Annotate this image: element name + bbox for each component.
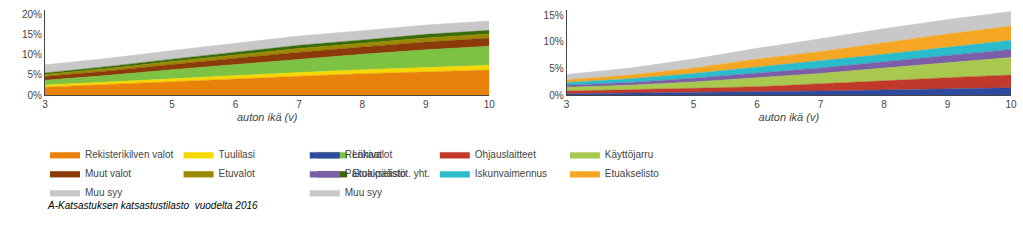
svg-text:15%: 15%	[544, 10, 564, 21]
svg-text:10%: 10%	[22, 49, 42, 60]
svg-text:15%: 15%	[22, 29, 42, 40]
svg-text:5: 5	[169, 99, 175, 110]
svg-text:Muut valot: Muut valot	[85, 168, 131, 179]
svg-text:5%: 5%	[549, 63, 564, 74]
svg-text:Käyttöjarru: Käyttöjarru	[605, 149, 653, 160]
svg-text:Iskunvaimennus: Iskunvaimennus	[475, 168, 547, 179]
svg-text:auton ikä (v): auton ikä (v)	[237, 111, 298, 123]
svg-text:6: 6	[754, 99, 760, 110]
svg-text:Muu syy: Muu syy	[345, 187, 382, 198]
svg-text:Renkaat: Renkaat	[345, 149, 382, 160]
svg-text:7: 7	[296, 99, 302, 110]
svg-text:3: 3	[564, 99, 570, 110]
svg-text:10: 10	[1005, 99, 1017, 110]
svg-text:Muu syy: Muu syy	[85, 187, 122, 198]
svg-text:Tuulilasi: Tuulilasi	[219, 149, 255, 160]
svg-text:Etuvalot: Etuvalot	[219, 168, 255, 179]
svg-text:6: 6	[233, 99, 239, 110]
svg-text:10%: 10%	[544, 36, 564, 47]
svg-text:3: 3	[42, 99, 48, 110]
svg-text:9: 9	[423, 99, 429, 110]
svg-text:20%: 20%	[22, 9, 42, 20]
svg-text:A-Katsastuksen katsastustilast: A-Katsastuksen katsastustilasto vuodelta…	[47, 200, 258, 211]
svg-text:9: 9	[945, 99, 951, 110]
svg-text:0%: 0%	[549, 90, 564, 101]
svg-text:auton ikä (v): auton ikä (v)	[759, 111, 820, 123]
svg-text:5: 5	[691, 99, 697, 110]
svg-text:5%: 5%	[28, 69, 43, 80]
svg-text:8: 8	[881, 99, 887, 110]
svg-text:Ohjauslaitteet: Ohjauslaitteet	[475, 149, 536, 160]
svg-text:Rekisterikilven valot: Rekisterikilven valot	[85, 149, 174, 160]
svg-text:Etuakselisto: Etuakselisto	[605, 168, 659, 179]
svg-text:0%: 0%	[28, 90, 43, 101]
svg-text:8: 8	[360, 99, 366, 110]
svg-text:Pakok.päästöt. yht.: Pakok.päästöt. yht.	[345, 168, 430, 179]
svg-text:7: 7	[818, 99, 824, 110]
svg-text:10: 10	[484, 99, 496, 110]
